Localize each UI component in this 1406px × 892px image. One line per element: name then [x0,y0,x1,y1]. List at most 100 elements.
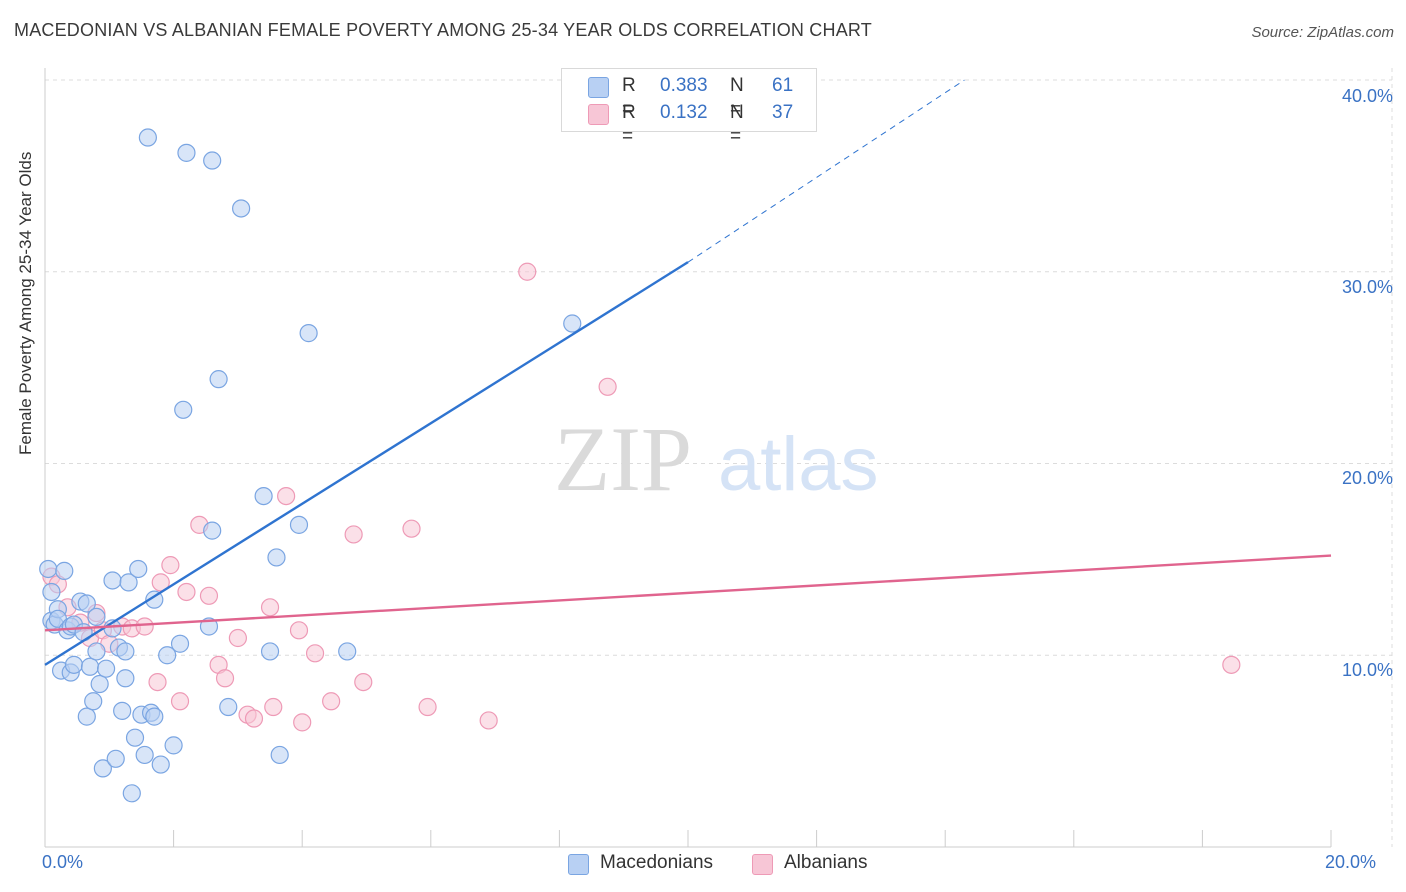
macedonian-point [158,646,177,665]
macedonian-point [39,559,58,579]
albanian-point [161,556,180,575]
macedonian-point [267,548,286,567]
albanian-point [260,598,280,617]
macedonian-point [289,515,309,534]
macedonian-trend-line [44,261,689,666]
macedonian-point [563,314,582,333]
albanian-trend-line [44,554,1332,632]
albanian-point [151,573,170,592]
albanian-point [598,377,617,396]
watermark-zip: ZIP [554,408,692,510]
albanian-point [479,711,498,730]
albanian-point [135,617,154,636]
legend-swatch-macedonians [588,77,609,98]
albanian-point [344,525,363,544]
macedonian-point [77,707,96,726]
macedonian-point [87,642,106,661]
macedonian-point [116,642,135,661]
albanian-point [354,672,373,692]
bottom-swatch-albanians [752,854,773,875]
macedonian-point [145,590,164,609]
macedonian-point [122,784,141,803]
legend-r-label: R = [622,75,636,120]
macedonian-point [203,521,222,540]
albanian-point [228,628,247,648]
macedonian-points [39,128,582,803]
macedonian-point [203,151,222,170]
x-tick-left: 0.0% [42,852,84,872]
macedonian-point [113,701,132,720]
macedonian-point [177,143,196,162]
macedonian-point [174,400,193,419]
macedonian-point [125,728,145,747]
macedonian-point [129,559,148,579]
macedonian-point [232,199,251,218]
albanian-point [177,582,196,602]
albanian-point [277,486,296,506]
macedonian-point [77,594,96,613]
macedonian-point [299,324,318,343]
macedonian-point [260,642,280,661]
axes [44,68,1332,848]
albanian-points [42,262,1241,732]
trend-lines [44,79,1332,666]
albanian-point [305,644,325,663]
macedonian-point [138,128,157,147]
legend-n-label: N = [730,102,744,147]
correlation-legend: R = 0.383 N = 61 R = 0.132 N = 37 [561,68,817,147]
macedonian-point [254,486,273,506]
legend-r-value: 0.383 [660,75,708,96]
albanian-point [518,262,537,281]
y-tick-20: 20.0% [1341,468,1393,488]
source-label: Source: ZipAtlas.com [1251,24,1394,41]
macedonian-point [170,634,190,653]
macedonian-point [93,759,112,778]
albanian-point [402,519,421,538]
albanian-point [264,697,283,717]
macedonian-point [145,707,164,726]
albanian-point [322,692,341,711]
macedonian-point [106,749,125,768]
macedonian-point [116,669,135,688]
albanian-point [170,692,190,711]
chart-title: MACEDONIAN VS ALBANIAN FEMALE POVERTY AM… [14,20,872,40]
macedonian-point [80,657,100,676]
watermark-atlas: atlas [718,422,879,507]
macedonian-point [64,655,84,674]
bottom-legend-label: Macedonians [600,852,714,873]
legend-r-label: R = [622,102,636,147]
y-tick-30: 30.0% [1341,277,1393,297]
macedonian-point [209,370,228,389]
y-tick-40: 40.0% [1341,86,1393,106]
bottom-legend-label: Albanians [784,852,868,873]
legend-n-value: 37 [772,102,794,123]
albanian-point [199,586,219,605]
macedonian-point [135,745,154,765]
albanian-point [244,709,264,728]
macedonian-trend-extension [687,79,965,263]
macedonian-point [338,642,357,661]
macedonian-point [90,674,109,694]
albanian-point [293,713,312,732]
y-axis-label: Female Poverty Among 25-34 Year Olds [16,151,35,455]
macedonian-point [42,582,61,602]
macedonian-point [219,697,238,717]
legend-n-value: 61 [772,75,794,96]
macedonian-point [103,571,122,590]
legend-r-value: 0.132 [660,102,708,123]
albanian-point [418,697,437,717]
macedonian-point [164,736,183,755]
legend-n-label: N = [730,75,744,120]
macedonian-point [55,561,74,580]
legend-swatch-albanians [588,104,609,125]
albanian-point [215,669,235,688]
macedonian-point [151,755,170,774]
macedonian-point [87,607,106,627]
albanian-point [289,621,309,640]
albanian-point [148,672,167,692]
macedonian-point [119,573,138,592]
x-tick-right: 20.0% [1325,852,1377,872]
macedonian-point [96,659,116,678]
macedonian-point [270,745,289,765]
